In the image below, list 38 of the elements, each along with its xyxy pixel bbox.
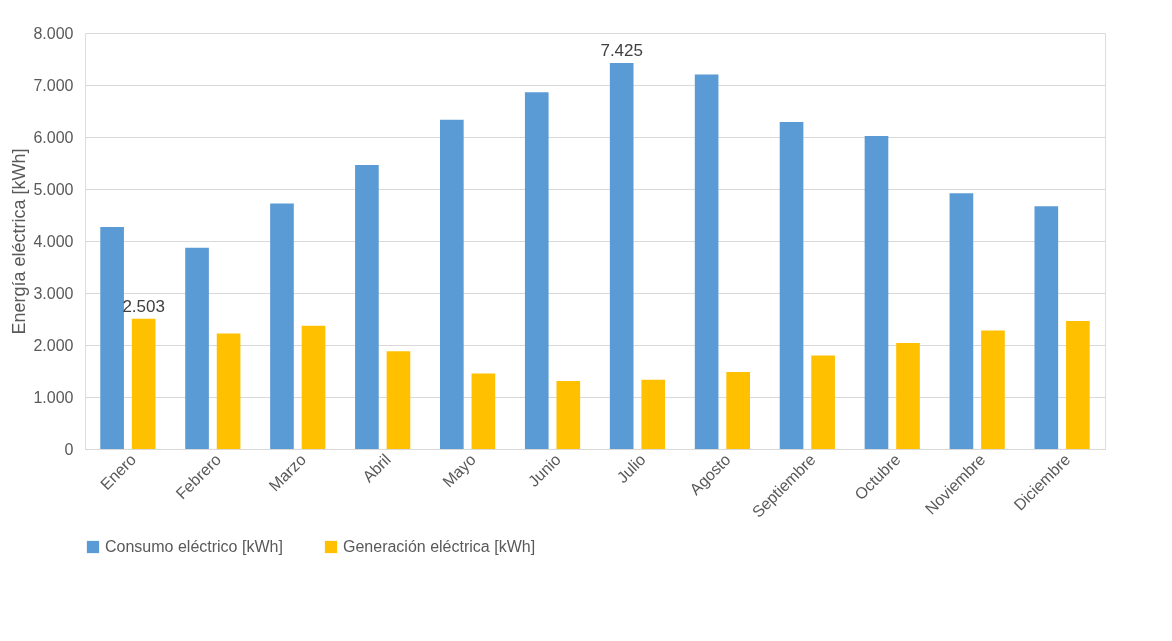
bar bbox=[811, 355, 835, 449]
bar bbox=[1034, 206, 1059, 449]
y-tick-label: 4.000 bbox=[33, 232, 74, 250]
y-tick-label: 8.000 bbox=[33, 24, 74, 42]
bar bbox=[726, 372, 750, 449]
y-tick-label: 5.000 bbox=[33, 180, 74, 198]
y-tick-label: 1.000 bbox=[33, 388, 74, 406]
y-tick-label: 0 bbox=[64, 440, 74, 458]
data-label: 7.425 bbox=[600, 40, 643, 60]
bar bbox=[270, 203, 294, 449]
bar bbox=[355, 165, 379, 449]
bar bbox=[301, 325, 326, 449]
bar bbox=[981, 330, 1005, 449]
bar bbox=[1066, 321, 1090, 449]
bar bbox=[779, 121, 804, 449]
bar bbox=[949, 193, 974, 449]
y-tick-label: 3.000 bbox=[33, 284, 74, 302]
bar bbox=[185, 247, 209, 449]
legend-label: Consumo eléctrico [kWh] bbox=[105, 538, 283, 555]
bar bbox=[216, 333, 241, 449]
bar bbox=[609, 62, 634, 449]
y-tick-label: 6.000 bbox=[33, 128, 74, 146]
bar bbox=[864, 135, 889, 449]
bar bbox=[386, 351, 411, 449]
y-tick-label: 7.000 bbox=[33, 76, 74, 94]
bar bbox=[556, 380, 581, 449]
bar bbox=[440, 119, 464, 449]
bar bbox=[694, 74, 719, 449]
bar bbox=[641, 379, 666, 449]
bar bbox=[471, 373, 496, 449]
y-axis-title: Energía eléctrica [kWh] bbox=[9, 148, 30, 335]
y-tick-label: 2.000 bbox=[33, 336, 74, 354]
bar bbox=[524, 92, 549, 449]
bar bbox=[896, 342, 920, 449]
legend-label: Generación eléctrica [kWh] bbox=[343, 538, 536, 555]
x-tick-label: Julio bbox=[613, 450, 649, 487]
bar bbox=[100, 226, 124, 449]
bar bbox=[131, 318, 156, 449]
